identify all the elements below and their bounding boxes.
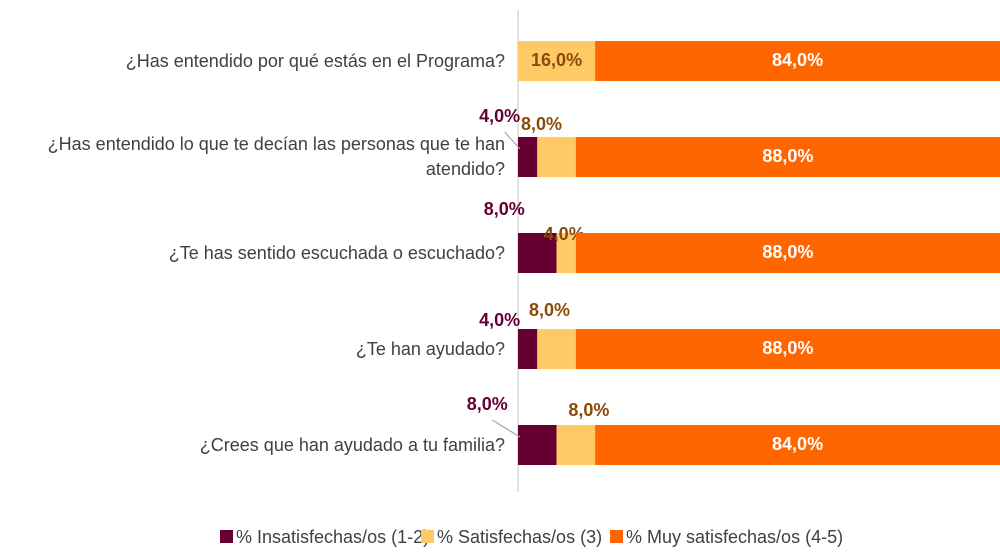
legend-label: % Insatisfechas/os (1-2) [236, 527, 429, 547]
value-label: 8,0% [521, 114, 562, 134]
legend-swatch [421, 530, 434, 543]
bar-segment [595, 41, 1000, 81]
legend-label: % Muy satisfechas/os (4-5) [626, 527, 843, 547]
bar-segment [556, 425, 596, 465]
bar-segment [518, 425, 557, 465]
value-label: 4,0% [544, 224, 585, 244]
category-label-box: ¿Te has sentido escuchada o escuchado? [168, 242, 505, 263]
bar-segment [556, 233, 576, 273]
category-label: ¿Te has sentido escuchada o escuchado? [168, 242, 505, 263]
bar-segment [518, 329, 538, 369]
value-label: 8,0% [484, 199, 525, 219]
category-label-box: ¿Te han ayudado? [355, 338, 505, 359]
value-label: 4,0% [479, 310, 520, 330]
value-label: 8,0% [467, 394, 508, 414]
value-label: 8,0% [529, 300, 570, 320]
bar-segment [537, 137, 576, 177]
category-label-box: ¿Has entendido lo que te decían las pers… [47, 134, 505, 179]
value-label: 84,0% [772, 434, 823, 454]
category-label: ¿Crees que han ayudado a tu familia? [199, 434, 505, 455]
value-label: 4,0% [479, 106, 520, 126]
value-label: 88,0% [762, 146, 813, 166]
category-label: ¿Has entendido lo que te decían las pers… [47, 134, 505, 179]
category-label-box: ¿Crees que han ayudado a tu familia? [199, 434, 505, 455]
bar-segment [575, 329, 1000, 369]
value-label: 84,0% [772, 50, 823, 70]
value-label: 8,0% [568, 400, 609, 420]
legend-swatch [610, 530, 623, 543]
category-label: ¿Has entendido por qué estás en el Progr… [125, 50, 505, 71]
legend-swatch [220, 530, 233, 543]
value-label: 16,0% [531, 50, 582, 70]
legend-label: % Satisfechas/os (3) [437, 527, 602, 547]
bar-segment [518, 41, 596, 81]
bar-segment [518, 233, 557, 273]
category-label: ¿Te han ayudado? [355, 338, 505, 359]
value-label: 88,0% [762, 242, 813, 262]
leader-line [491, 419, 521, 438]
leader-line [504, 131, 521, 150]
bar-segment [518, 137, 538, 177]
bar-segment [575, 233, 1000, 273]
bar-segment [537, 329, 576, 369]
value-label: 88,0% [762, 338, 813, 358]
bar-segment [575, 137, 1000, 177]
category-label-box: ¿Has entendido por qué estás en el Progr… [125, 50, 505, 71]
bar-segment [595, 425, 1000, 465]
